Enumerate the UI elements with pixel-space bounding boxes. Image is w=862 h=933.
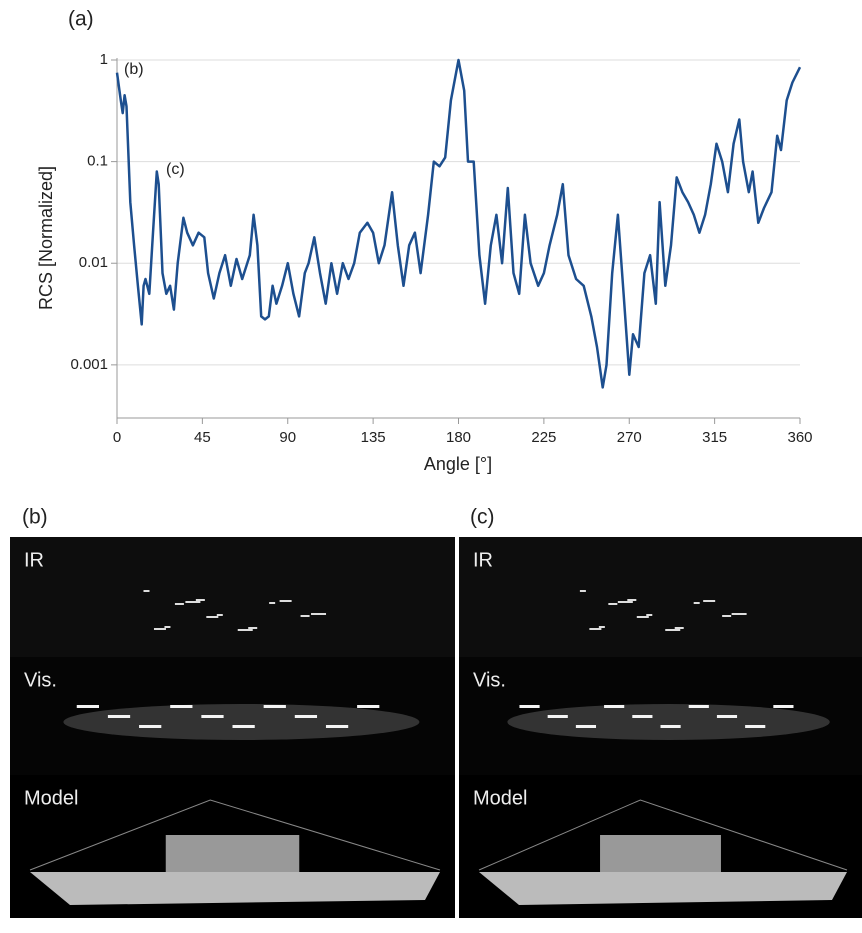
ir-highlight [174,603,184,605]
ir-highlight [589,628,602,630]
panel-label: (b) [22,506,48,529]
panel-label: (c) [470,506,495,529]
ir-highlight [311,613,327,615]
ship-glow [63,704,420,740]
ship-light [716,715,738,718]
ir-highlight [300,615,310,617]
ir-highlight [216,614,223,616]
ir-highlight [636,616,649,618]
ship-model [30,872,440,905]
image-row [459,537,862,657]
row-label: Model [24,787,78,809]
ir-highlight [646,614,653,616]
ship-light [604,705,625,708]
x-tick-label: 225 [531,429,556,446]
ship-light [263,705,286,708]
ir-highlight [153,628,166,630]
y-tick-label: 0.01 [79,254,108,271]
row-label: IR [473,549,493,571]
ship-light [139,725,162,728]
ir-highlight [185,601,201,603]
ship-light [688,705,709,708]
ir-highlight [579,590,586,592]
annotation: (b) [124,61,144,78]
x-tick-label: 45 [194,429,211,446]
ship-glow [507,704,830,740]
x-tick-label: 360 [787,429,812,446]
y-tick-label: 0.1 [87,153,108,170]
x-tick-label: 0 [113,429,121,446]
ship-superstructure [165,835,300,872]
ship-light [575,725,597,728]
y-tick-label: 0.001 [70,356,108,373]
ir-highlight [206,616,219,618]
ship-model [479,872,847,905]
ship-superstructure [600,835,721,872]
ir-highlight [279,600,292,602]
panel-label: (a) [68,8,94,31]
ir-highlight [608,603,618,605]
y-axis-label: RCS [Normalized] [36,166,56,310]
ship-light [76,705,99,708]
x-tick-label: 135 [361,429,386,446]
ir-highlight [674,627,684,629]
ship-light [107,715,131,718]
ship-light [745,725,766,728]
ir-highlight [693,602,700,604]
ir-highlight [164,626,171,628]
ir-highlight [665,629,681,631]
ship-light [547,715,568,718]
rcs-line [115,58,802,389]
ship-light [325,725,349,728]
row-label: Model [473,787,527,809]
x-axis-label: Angle [°] [424,454,492,474]
row-label: Vis. [24,669,57,691]
rigging [478,799,848,871]
ir-highlight [617,601,633,603]
image-row [10,537,455,657]
ship-light [294,715,318,718]
x-tick-label: 90 [279,429,296,446]
row-label: IR [24,549,44,571]
ir-highlight [143,590,150,592]
ship-light [201,715,224,718]
x-tick-label: 315 [702,429,727,446]
annotation: (c) [166,161,185,178]
ship-light [232,725,255,728]
ir-highlight [627,599,637,601]
x-tick-label: 180 [446,429,471,446]
rigging [29,799,441,871]
ship-light [357,705,380,708]
ir-highlight [722,615,732,617]
ir-highlight [703,600,716,602]
ship-light [632,715,653,718]
x-tick-label: 270 [617,429,642,446]
ship-light [773,705,794,708]
y-tick-label: 1 [100,51,108,68]
ir-highlight [248,627,258,629]
ship-light [519,705,540,708]
ship-light [170,705,193,708]
ir-highlight [269,602,276,604]
ir-highlight [731,613,747,615]
ir-highlight [195,599,205,601]
ir-highlight [598,626,605,628]
row-label: Vis. [473,669,506,691]
ir-highlight [237,629,253,631]
ship-light [660,725,681,728]
